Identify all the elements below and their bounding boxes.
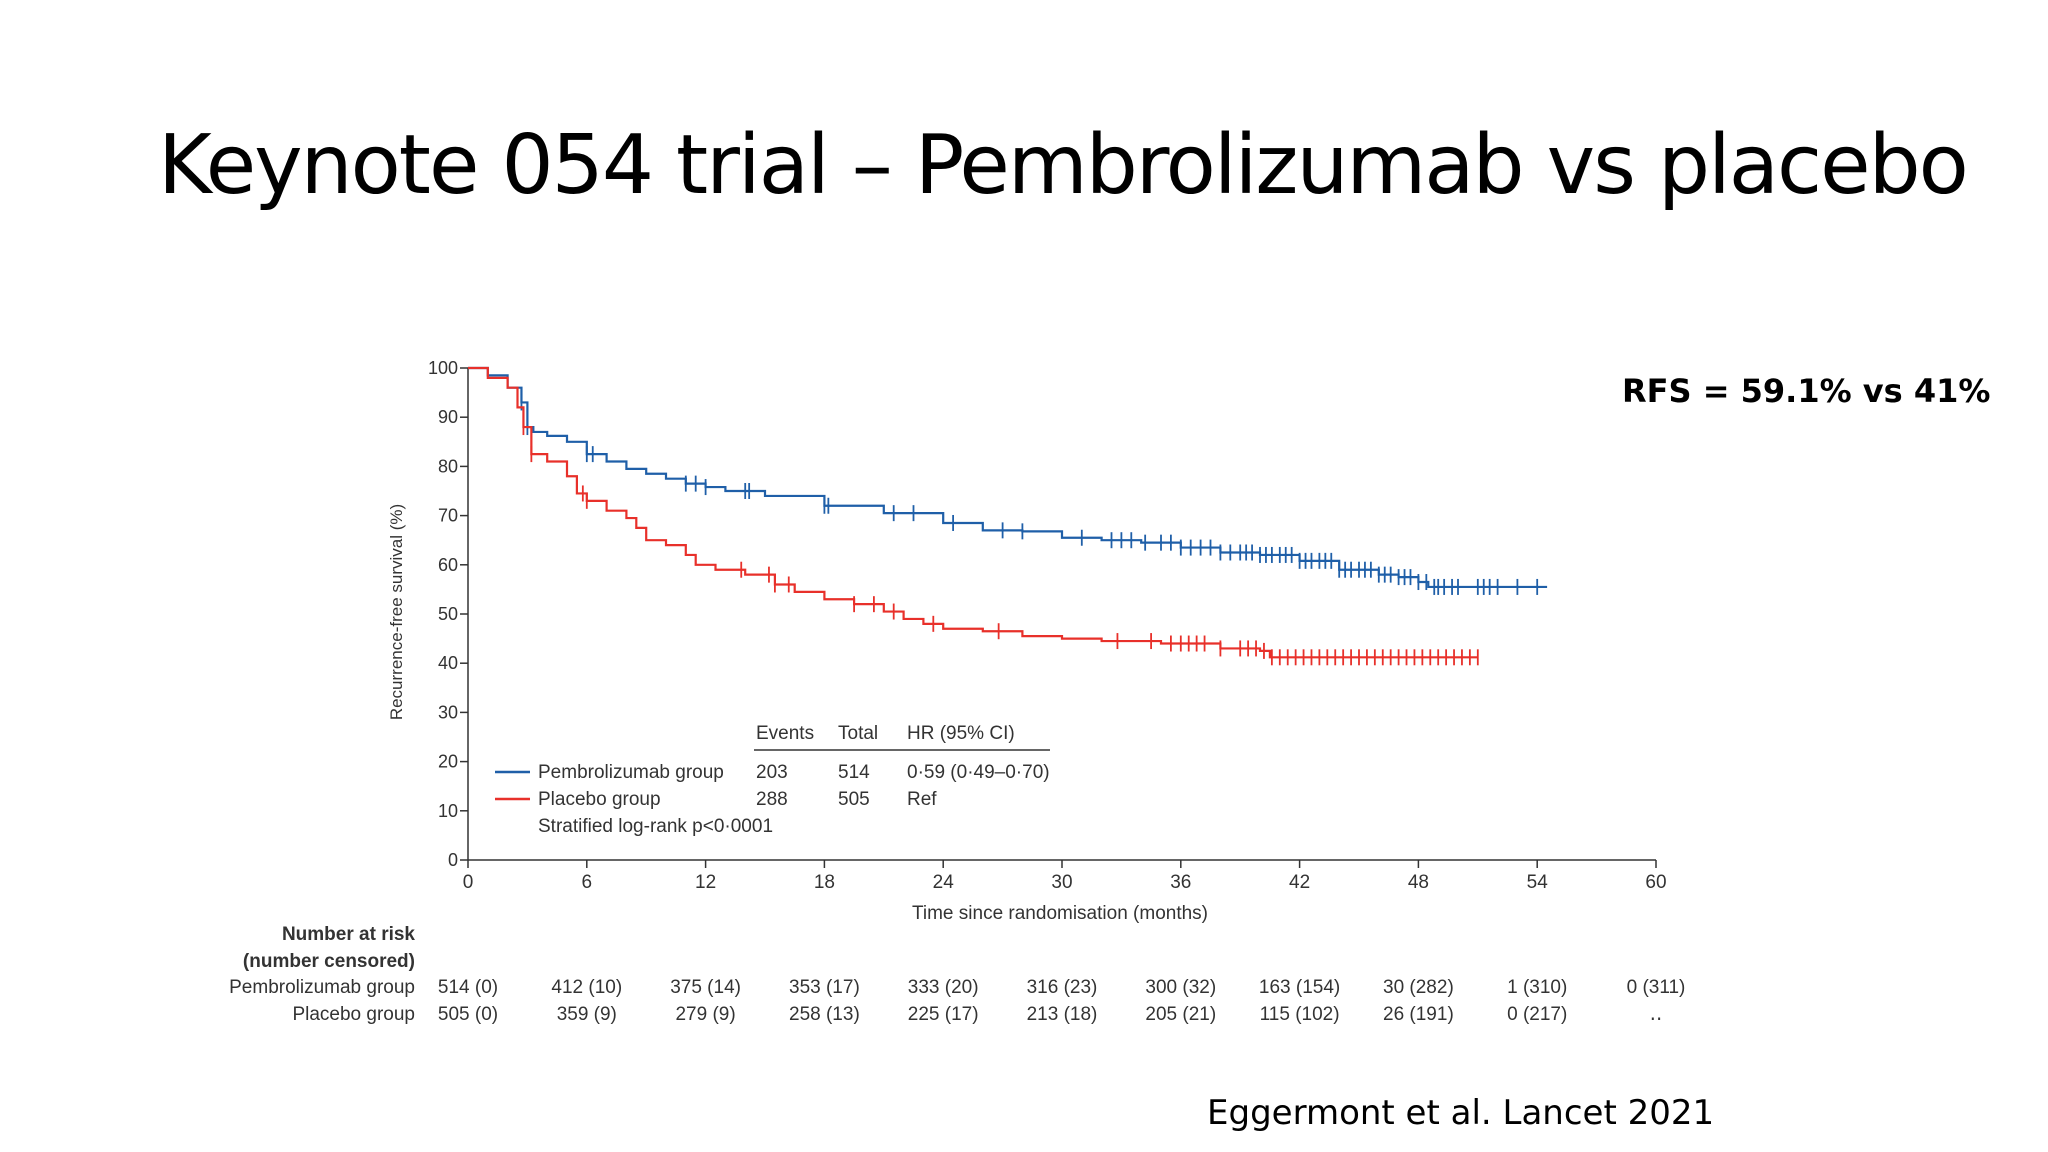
y-axis-label: Recurrence-free survival (%)	[387, 504, 406, 720]
rfs-annotation: RFS = 59.1% vs 41%	[1622, 372, 1991, 410]
x-axis-label: Time since randomisation (months)	[912, 903, 1208, 924]
legend-hr-pembrolizumab: 0·59 (0·49–0·70)	[907, 762, 1050, 783]
legend-hr-placebo: Ref	[907, 789, 937, 810]
risk-value-placebo: 213 (18)	[1027, 1004, 1098, 1025]
x-tick-label: 18	[814, 872, 835, 893]
risk-title-line2: (number censored)	[243, 951, 415, 972]
series-line-pembrolizumab	[468, 366, 1548, 589]
legend-label-placebo: Placebo group	[538, 789, 661, 810]
y-tick-label: 20	[438, 752, 458, 772]
legend-label-pembrolizumab: Pembrolizumab group	[538, 762, 724, 783]
chart-curves	[468, 366, 1548, 666]
legend-events-placebo: 288	[756, 789, 788, 810]
risk-value-pembrolizumab: 300 (32)	[1145, 977, 1216, 998]
risk-value-pembrolizumab: 0 (311)	[1627, 977, 1686, 998]
risk-value-pembrolizumab: 412 (10)	[551, 977, 622, 998]
legend-total-pembrolizumab: 514	[838, 762, 870, 783]
x-tick-label: 12	[695, 872, 716, 893]
x-tick-label: 6	[582, 872, 593, 893]
y-tick-label: 40	[438, 653, 458, 673]
risk-value-pembrolizumab: 514 (0)	[438, 977, 498, 998]
risk-value-placebo: ‥	[1650, 1004, 1663, 1025]
x-tick-label: 30	[1051, 872, 1072, 893]
y-tick-label: 30	[438, 702, 458, 722]
y-tick-label: 70	[438, 506, 458, 526]
risk-value-pembrolizumab: 1 (310)	[1507, 977, 1567, 998]
risk-value-placebo: 258 (13)	[789, 1004, 860, 1025]
risk-value-pembrolizumab: 333 (20)	[908, 977, 979, 998]
risk-value-placebo: 115 (102)	[1260, 1004, 1340, 1025]
slide-title: Keynote 054 trial – Pembrolizumab vs pla…	[158, 118, 1969, 213]
y-tick-label: 0	[448, 850, 458, 870]
risk-table: Number at risk (number censored) Pembrol…	[229, 924, 1685, 1025]
x-tick-label: 24	[933, 872, 955, 893]
risk-value-placebo: 26 (191)	[1383, 1004, 1454, 1025]
x-tick-label: 54	[1527, 872, 1549, 893]
legend-table: Events Total HR (95% CI) Pembrolizumab g…	[495, 723, 1050, 837]
citation: Eggermont et al. Lancet 2021	[1207, 1093, 1715, 1133]
y-tick-label: 50	[438, 604, 458, 624]
risk-value-pembrolizumab: 316 (23)	[1027, 977, 1098, 998]
x-tick-label: 0	[463, 872, 474, 893]
legend-header-events: Events	[756, 723, 814, 744]
risk-value-placebo: 359 (9)	[557, 1004, 617, 1025]
risk-value-pembrolizumab: 353 (17)	[789, 977, 860, 998]
x-tick-label: 42	[1289, 872, 1310, 893]
chart-axes: 0 6 12 18 24 30 36 42 48 54 60 0 10 20 30 40 50 60 70 80 90 1…	[428, 358, 1667, 893]
risk-value-placebo: 205 (21)	[1145, 1004, 1216, 1025]
legend-header-hr: HR (95% CI)	[907, 723, 1015, 744]
x-tick-label: 36	[1170, 872, 1191, 893]
x-tick-label: 48	[1408, 872, 1429, 893]
legend-events-pembrolizumab: 203	[756, 762, 788, 783]
risk-title-line1: Number at risk	[282, 924, 415, 945]
legend-header-total: Total	[838, 723, 878, 744]
risk-value-placebo: 0 (217)	[1507, 1004, 1567, 1025]
risk-value-placebo: 505 (0)	[438, 1004, 498, 1025]
legend-total-placebo: 505	[838, 789, 870, 810]
y-tick-label: 10	[438, 801, 458, 821]
risk-value-placebo: 279 (9)	[675, 1004, 735, 1025]
risk-label-pembrolizumab: Pembrolizumab group	[229, 977, 415, 998]
y-tick-label: 80	[438, 456, 458, 476]
risk-value-pembrolizumab: 375 (14)	[670, 977, 741, 998]
risk-value-pembrolizumab: 163 (154)	[1259, 977, 1340, 998]
x-tick-label: 60	[1645, 872, 1666, 893]
legend-logrank-note: Stratified log-rank p<0·0001	[538, 816, 773, 837]
risk-label-placebo: Placebo group	[292, 1004, 415, 1025]
risk-value-placebo: 225 (17)	[908, 1004, 979, 1025]
y-tick-label: 60	[438, 555, 458, 575]
y-tick-label: 90	[438, 407, 458, 427]
series-line-placebo	[468, 366, 1478, 659]
risk-value-pembrolizumab: 30 (282)	[1383, 977, 1454, 998]
y-tick-label: 100	[428, 358, 458, 378]
